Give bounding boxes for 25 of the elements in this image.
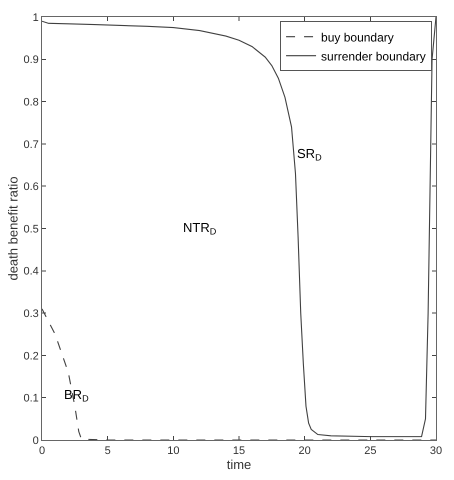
x-tick-label: 15: [232, 445, 246, 458]
annotation: SR$_{D}$: [297, 146, 322, 163]
y-tick-label: 0.4: [24, 266, 39, 278]
y-tick-label: 0.3: [24, 308, 39, 320]
y-tick-label: 0.6: [24, 181, 39, 194]
y-tick-label: 0.5: [24, 223, 39, 236]
x-tick-label: 20: [298, 445, 311, 458]
y-tick-label: 0.1: [24, 392, 39, 405]
x-tick-label: 25: [364, 445, 376, 458]
x-tick-label: 5: [104, 445, 111, 458]
y-tick-label: 0: [32, 434, 39, 447]
line-series: [42, 17, 436, 438]
legend-label: buy boundary: [321, 30, 394, 44]
y-tick-label: 0.8: [24, 96, 39, 108]
annotation: BR$_{D}$: [64, 387, 90, 404]
x-tick-label: 10: [167, 445, 180, 458]
annotation: NTR$_{D}$: [183, 220, 217, 237]
y-axis-title: death benefit ratio: [5, 176, 20, 281]
y-tick-label: 0.7: [24, 138, 39, 151]
y-tick-label: 0.2: [24, 350, 39, 362]
y-tick-label: 1: [32, 12, 39, 24]
legend-label: surrender boundary: [321, 49, 426, 64]
x-tick-label: 30: [430, 445, 442, 458]
x-axis-title: time: [226, 457, 252, 472]
y-tick-label: 0.9: [24, 54, 39, 66]
